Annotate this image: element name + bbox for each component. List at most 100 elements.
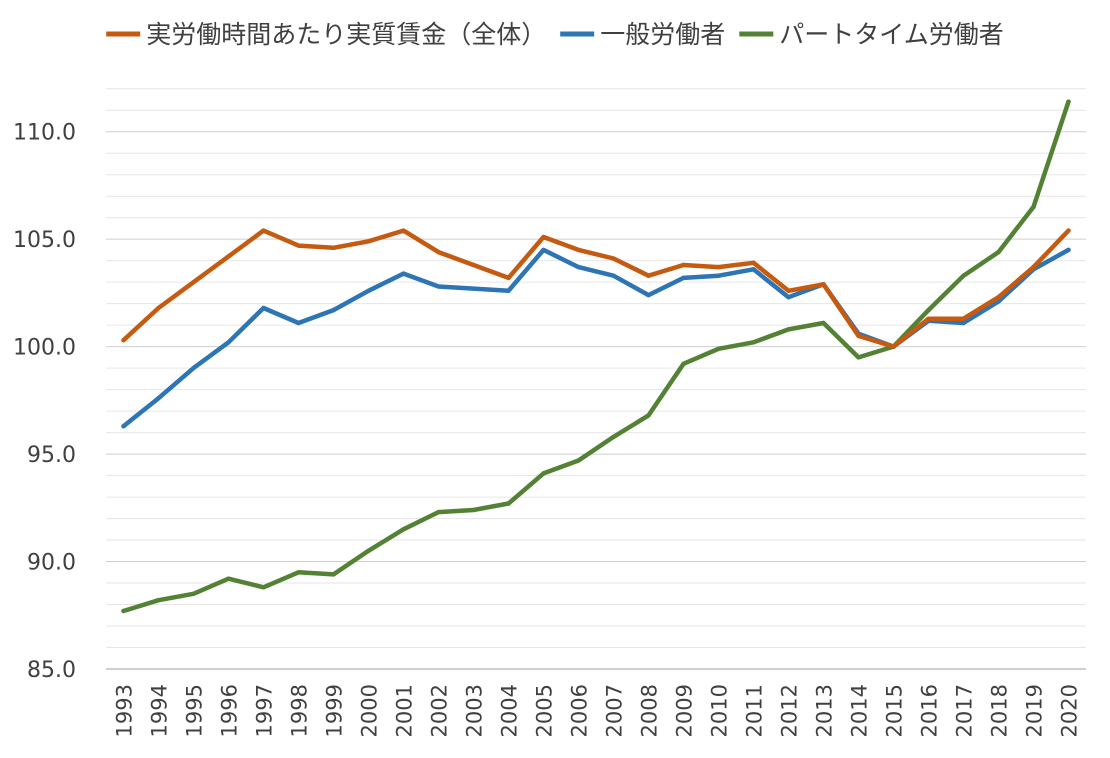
data-point [716,264,721,270]
x-tick-label: 2005 [533,684,557,737]
data-point [366,239,371,244]
data-point [1066,247,1071,253]
data-point [401,271,406,276]
data-point [436,249,441,255]
data-point [436,284,441,289]
x-tick-label: 1997 [253,684,277,737]
data-point [786,295,791,300]
legend-item-1: 一般労働者 [560,20,725,49]
data-point [751,260,756,266]
y-tick-label: 110.0 [13,121,76,146]
x-tick-label: 2015 [883,684,907,737]
series-line-1 [121,247,1071,429]
data-point [541,471,546,476]
legend-label: 一般労働者 [600,20,725,49]
y-tick-label: 95.0 [27,443,76,468]
data-point [1066,228,1071,233]
data-point [401,228,406,233]
data-point [611,256,616,261]
data-point [926,316,931,321]
data-point [471,507,476,513]
legend-item-2: パートタイム労働者 [739,20,1004,49]
data-point [576,458,581,463]
data-point [261,305,266,311]
data-point [436,509,441,515]
data-point [471,286,476,291]
x-tick-label: 2016 [918,684,942,737]
data-point [296,243,301,248]
x-tick-label: 2009 [673,684,697,737]
data-point [786,327,791,332]
legend-label: パートタイム労働者 [779,20,1004,49]
data-point [226,340,231,345]
x-tick-label: 2001 [393,684,417,737]
x-tick-label: 1994 [148,684,172,737]
data-point [961,273,966,278]
y-tick-label: 100.0 [13,336,76,361]
data-point [856,333,861,339]
data-point [121,423,126,429]
data-point [331,572,336,577]
data-point [821,282,826,287]
x-tick-label: 2013 [813,684,837,737]
data-point [191,591,196,596]
data-point [716,273,721,278]
series-line-0 [121,228,1071,349]
x-tick-label: 2018 [988,684,1012,737]
data-point [611,273,616,278]
data-point [296,320,301,326]
data-point [751,340,756,345]
data-point [331,307,336,313]
data-point [366,548,371,553]
data-point [751,267,756,272]
legend-label: 実労働時間あたり実質賃金（全体） [146,20,546,49]
axes: 85.0 90.0 95.0 100.0 105.0 110.0 1993 1994 1995 1… [13,121,1086,737]
y-tick-label: 105.0 [13,228,76,253]
data-point [331,245,336,250]
legend: 実労働時間あたり実質賃金（全体） 一般労働者 パートタイム労働者 [106,20,1004,49]
y-tick-label: 85.0 [27,658,76,683]
data-point [786,288,791,293]
x-tick-label: 2000 [358,684,382,737]
data-point [996,295,1001,300]
data-point [821,320,826,326]
data-point [716,346,721,351]
y-tick-label: 90.0 [27,551,76,576]
data-point [156,598,161,603]
data-point [226,254,231,259]
data-point [226,576,231,581]
data-point [926,307,931,313]
data-point [296,570,301,575]
data-point [646,413,651,418]
data-point [121,608,126,614]
x-tick-label: 2019 [1023,684,1047,737]
data-point [191,279,196,285]
x-tick-label: 2008 [638,684,662,737]
data-point [541,234,546,240]
x-tick-label: 2007 [603,684,627,737]
x-tick-label: 1993 [113,684,137,737]
data-point [576,247,581,253]
data-point [366,288,371,293]
data-point [646,273,651,278]
data-point [506,501,511,506]
data-point [996,249,1001,255]
series-lines [121,99,1071,614]
data-point [646,292,651,298]
x-tick-label: 2006 [568,684,592,737]
data-point [611,434,616,440]
data-point [401,527,406,532]
data-point [261,228,266,233]
data-point [156,396,161,401]
x-tick-label: 2003 [463,684,487,737]
x-tick-label: 1998 [288,684,312,737]
legend-item-0: 実労働時間あたり実質賃金（全体） [106,20,546,49]
x-tick-label: 1999 [323,684,347,737]
data-point [506,288,511,293]
x-tick-label: 2010 [708,684,732,737]
data-point [156,305,161,311]
data-point [1066,99,1071,104]
data-point [681,275,686,281]
